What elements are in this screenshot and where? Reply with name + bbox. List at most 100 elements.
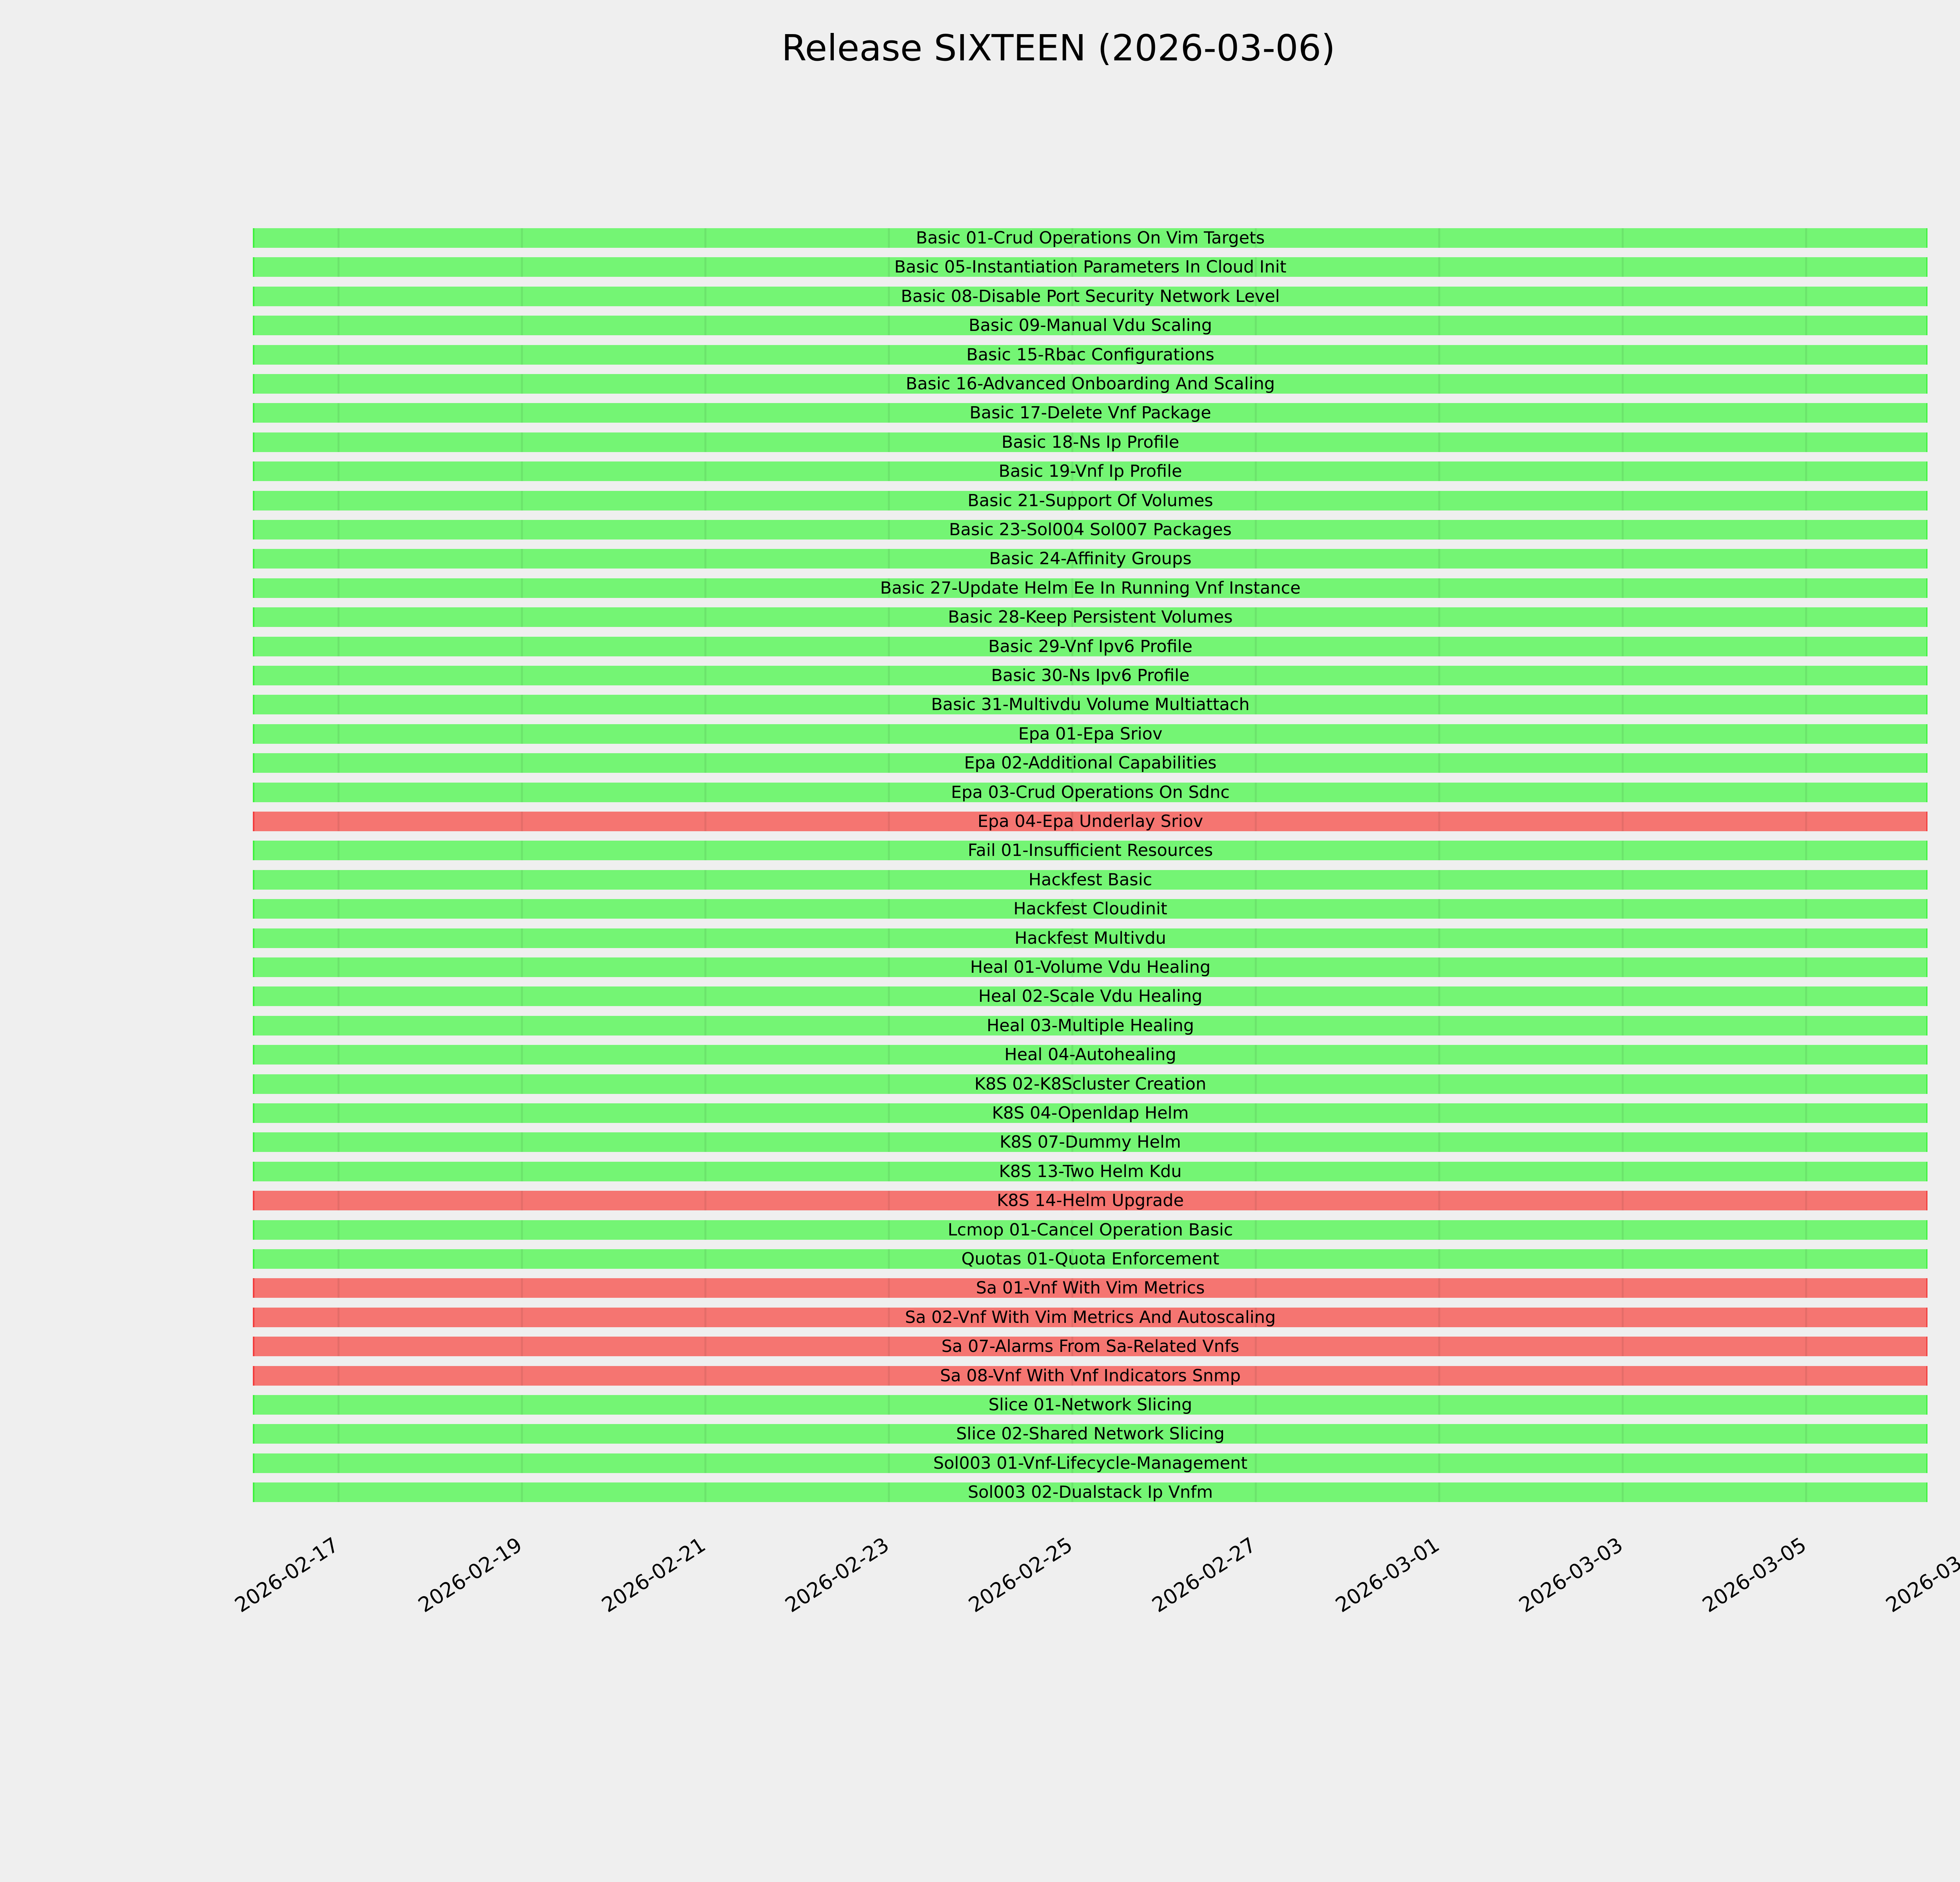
gantt-bar-label: Basic 01-Crud Operations On Vim Targets xyxy=(916,228,1265,248)
gantt-bar: Basic 18-Ns Ip Profile xyxy=(253,432,1927,452)
gantt-bar-label: Hackfest Multivdu xyxy=(1014,928,1166,948)
gantt-bar-label: Basic 29-Vnf Ipv6 Profile xyxy=(988,636,1192,656)
gantt-bar: Basic 05-Instantiation Parameters In Clo… xyxy=(253,257,1927,277)
gantt-bar: Basic 17-Delete Vnf Package xyxy=(253,403,1927,423)
gantt-bar: Basic 31-Multivdu Volume Multiattach xyxy=(253,695,1927,715)
gantt-bar-label: Basic 31-Multivdu Volume Multiattach xyxy=(931,695,1250,715)
gantt-bar: K8S 02-K8Scluster Creation xyxy=(253,1074,1927,1094)
gantt-bar: Basic 30-Ns Ipv6 Profile xyxy=(253,666,1927,685)
gantt-bar: Epa 04-Epa Underlay Sriov xyxy=(253,812,1927,831)
gantt-bar: Hackfest Cloudinit xyxy=(253,899,1927,919)
gantt-bar: Slice 01-Network Slicing xyxy=(253,1395,1927,1415)
gantt-bar: Basic 29-Vnf Ipv6 Profile xyxy=(253,636,1927,656)
gantt-bar-label: Sa 02-Vnf With Vim Metrics And Autoscali… xyxy=(905,1307,1276,1327)
gantt-bar: Basic 15-Rbac Configurations xyxy=(253,345,1927,365)
x-tick-label: 2026-02-23 xyxy=(781,1533,893,1617)
x-tick-label: 2026-02-21 xyxy=(597,1533,710,1617)
gantt-bar-label: K8S 14-Helm Upgrade xyxy=(997,1191,1184,1211)
gantt-bar-label: Basic 18-Ns Ip Profile xyxy=(1001,432,1180,452)
gantt-bar: Sol003 01-Vnf-Lifecycle-Management xyxy=(253,1453,1927,1473)
gantt-bar-label: Slice 02-Shared Network Slicing xyxy=(956,1424,1225,1444)
gantt-bar: Sol003 02-Dualstack Ip Vnfm xyxy=(253,1482,1927,1502)
gantt-bar: Basic 24-Affinity Groups xyxy=(253,549,1927,569)
gantt-bar-label: K8S 02-K8Scluster Creation xyxy=(974,1074,1207,1094)
x-tick-label: 2026-02-19 xyxy=(414,1533,526,1617)
gantt-bar-label: Basic 15-Rbac Configurations xyxy=(966,345,1214,365)
gantt-bar-label: Heal 04-Autohealing xyxy=(1004,1045,1176,1065)
gantt-bar-label: K8S 13-Two Helm Kdu xyxy=(999,1161,1182,1181)
gantt-bar-label: Sa 07-Alarms From Sa-Related Vnfs xyxy=(941,1337,1240,1357)
gantt-bar: Sa 08-Vnf With Vnf Indicators Snmp xyxy=(253,1366,1927,1386)
gantt-bar-label: Basic 08-Disable Port Security Network L… xyxy=(901,286,1280,306)
gantt-bar: Basic 23-Sol004 Sol007 Packages xyxy=(253,520,1927,540)
gantt-bar: Quotas 01-Quota Enforcement xyxy=(253,1249,1927,1269)
gantt-bar: Hackfest Basic xyxy=(253,870,1927,890)
gantt-bar-label: Basic 27-Update Helm Ee In Running Vnf I… xyxy=(880,578,1301,598)
gantt-bar: Hackfest Multivdu xyxy=(253,928,1927,948)
gantt-bar-label: Basic 30-Ns Ipv6 Profile xyxy=(991,666,1190,685)
gantt-bar: Slice 02-Shared Network Slicing xyxy=(253,1424,1927,1444)
gantt-bar-label: Sol003 02-Dualstack Ip Vnfm xyxy=(967,1482,1213,1502)
gantt-bar: K8S 07-Dummy Helm xyxy=(253,1132,1927,1152)
gantt-bar-label: Lcmop 01-Cancel Operation Basic xyxy=(947,1220,1233,1240)
x-tick-label: 2026-03-01 xyxy=(1331,1533,1444,1617)
x-tick-label: 2026-03-05 xyxy=(1698,1533,1811,1617)
gantt-bar-label: Basic 21-Support Of Volumes xyxy=(967,490,1213,510)
gantt-bar: Basic 27-Update Helm Ee In Running Vnf I… xyxy=(253,578,1927,598)
gantt-bar-label: K8S 07-Dummy Helm xyxy=(1000,1132,1181,1152)
chart-title: Release SIXTEEN (2026-03-06) xyxy=(781,27,1336,69)
gantt-bar: K8S 14-Helm Upgrade xyxy=(253,1191,1927,1211)
gantt-bar-label: Sa 01-Vnf With Vim Metrics xyxy=(976,1278,1205,1298)
gantt-bar: Fail 01-Insufficient Resources xyxy=(253,841,1927,861)
gantt-bar: Basic 01-Crud Operations On Vim Targets xyxy=(253,228,1927,248)
plot-area: Basic 01-Crud Operations On Vim Targets B… xyxy=(253,228,1927,1502)
gantt-bar: Basic 09-Manual Vdu Scaling xyxy=(253,316,1927,336)
gantt-bar-label: Sa 08-Vnf With Vnf Indicators Snmp xyxy=(940,1366,1241,1386)
gantt-bar-label: Slice 01-Network Slicing xyxy=(988,1395,1192,1415)
gantt-bar: K8S 13-Two Helm Kdu xyxy=(253,1161,1927,1181)
gantt-bar-label: Fail 01-Insufficient Resources xyxy=(967,841,1213,861)
gantt-bar-label: K8S 04-Openldap Helm xyxy=(992,1103,1189,1123)
gantt-bar-label: Basic 17-Delete Vnf Package xyxy=(969,403,1211,423)
gantt-bar: Sa 07-Alarms From Sa-Related Vnfs xyxy=(253,1337,1927,1357)
gantt-bar: Lcmop 01-Cancel Operation Basic xyxy=(253,1220,1927,1240)
gantt-bar: Basic 28-Keep Persistent Volumes xyxy=(253,607,1927,627)
gantt-bar: Basic 08-Disable Port Security Network L… xyxy=(253,286,1927,306)
gantt-bar: Epa 02-Additional Capabilities xyxy=(253,753,1927,773)
gantt-bar-label: Basic 16-Advanced Onboarding And Scaling xyxy=(906,374,1275,394)
x-tick-label: 2026-03-07 xyxy=(1882,1533,1960,1617)
gantt-bar-label: Heal 02-Scale Vdu Healing xyxy=(978,986,1203,1006)
gantt-bar-label: Basic 28-Keep Persistent Volumes xyxy=(948,607,1233,627)
gantt-bar-label: Basic 19-Vnf Ip Profile xyxy=(998,461,1182,481)
gantt-bar-label: Heal 01-Volume Vdu Healing xyxy=(970,957,1211,977)
gantt-bar-label: Epa 03-Crud Operations On Sdnc xyxy=(951,782,1230,802)
gantt-bar-label: Heal 03-Multiple Healing xyxy=(986,1015,1194,1035)
gantt-bar-label: Quotas 01-Quota Enforcement xyxy=(961,1249,1220,1269)
gantt-bar: Basic 16-Advanced Onboarding And Scaling xyxy=(253,374,1927,394)
gantt-bar: Heal 03-Multiple Healing xyxy=(253,1015,1927,1035)
gantt-bar-label: Basic 24-Affinity Groups xyxy=(989,549,1192,569)
gantt-bar: Sa 01-Vnf With Vim Metrics xyxy=(253,1278,1927,1298)
gantt-bar: Heal 01-Volume Vdu Healing xyxy=(253,957,1927,977)
gantt-bar-label: Sol003 01-Vnf-Lifecycle-Management xyxy=(933,1453,1248,1473)
gantt-bar: Sa 02-Vnf With Vim Metrics And Autoscali… xyxy=(253,1307,1927,1327)
gantt-bar: Basic 21-Support Of Volumes xyxy=(253,490,1927,510)
x-tick-label: 2026-02-27 xyxy=(1148,1533,1260,1617)
x-tick-label: 2026-03-03 xyxy=(1515,1533,1627,1617)
gantt-bar: Epa 01-Epa Sriov xyxy=(253,724,1927,744)
gantt-bar-label: Epa 04-Epa Underlay Sriov xyxy=(977,812,1203,831)
gantt-bar-label: Basic 05-Instantiation Parameters In Clo… xyxy=(894,257,1287,277)
gantt-bar-label: Hackfest Cloudinit xyxy=(1013,899,1167,919)
gantt-bar: Basic 19-Vnf Ip Profile xyxy=(253,461,1927,481)
gantt-bar: K8S 04-Openldap Helm xyxy=(253,1103,1927,1123)
gantt-bar-label: Basic 09-Manual Vdu Scaling xyxy=(968,316,1212,336)
gantt-bar: Epa 03-Crud Operations On Sdnc xyxy=(253,782,1927,802)
gantt-bar-label: Basic 23-Sol004 Sol007 Packages xyxy=(949,520,1232,540)
x-tick-label: 2026-02-25 xyxy=(964,1533,1077,1617)
gantt-bar: Heal 04-Autohealing xyxy=(253,1045,1927,1065)
gantt-bar: Heal 02-Scale Vdu Healing xyxy=(253,986,1927,1006)
gantt-bar-label: Hackfest Basic xyxy=(1028,870,1152,890)
x-tick-label: 2026-02-17 xyxy=(230,1533,343,1617)
gantt-bar-label: Epa 01-Epa Sriov xyxy=(1018,724,1163,744)
